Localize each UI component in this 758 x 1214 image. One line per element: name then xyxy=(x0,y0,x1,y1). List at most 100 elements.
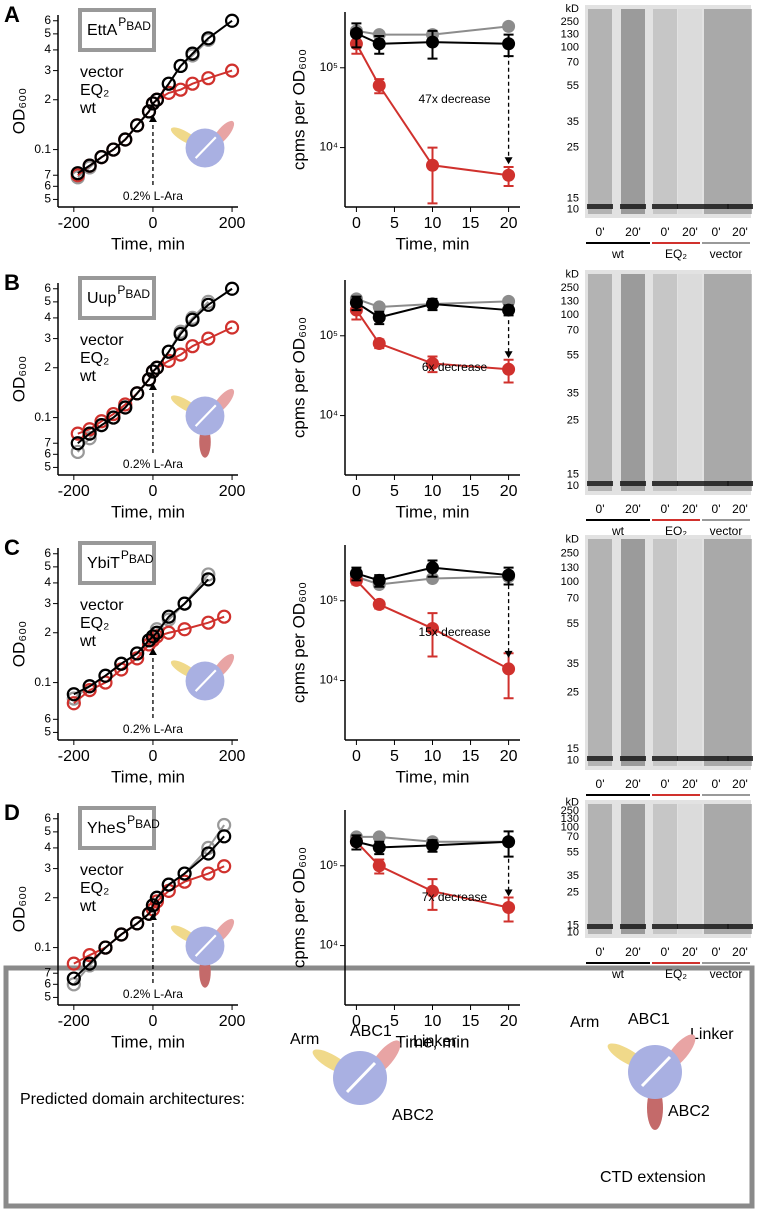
data-point xyxy=(177,866,192,881)
x-tick-label: 20 xyxy=(500,215,518,232)
x-tick-label: -200 xyxy=(58,483,90,500)
architecture-box xyxy=(3,965,755,1209)
lane-label: 0' xyxy=(596,502,605,516)
data-point xyxy=(349,26,363,40)
gel-band xyxy=(703,924,729,929)
data-point xyxy=(118,400,133,415)
series-line xyxy=(355,309,509,371)
legend-label: wt xyxy=(79,898,97,915)
data-point xyxy=(70,166,85,181)
strain-name: YbiT xyxy=(87,555,120,572)
arrow-head xyxy=(504,889,513,897)
kd-label: 130 xyxy=(561,813,579,825)
y-tick-label: 4 xyxy=(44,840,51,854)
gel-band xyxy=(677,481,703,486)
x-tick-label: 0 xyxy=(352,215,361,232)
data-point xyxy=(145,364,161,379)
data-point xyxy=(426,356,439,370)
y-tick-label: 10⁵ xyxy=(320,593,338,607)
y-tick-label: 10⁴ xyxy=(319,938,338,952)
gel-band xyxy=(727,204,753,209)
y-axis-label: cpms per OD₆₀₀ xyxy=(289,49,308,170)
y-tick-label: 7 xyxy=(44,167,51,181)
series-line xyxy=(356,25,509,36)
annotation: 7x decrease xyxy=(422,890,488,904)
gel-band xyxy=(587,481,613,486)
gel-lane xyxy=(653,804,677,934)
y-tick-label: 6 xyxy=(44,13,51,27)
data-point xyxy=(145,96,161,111)
x-tick-label: 5 xyxy=(390,215,399,232)
domain-label: Arm xyxy=(570,1014,599,1031)
x-tick-label: 5 xyxy=(390,748,399,765)
domain-label: CTD extension xyxy=(600,1169,706,1186)
domain-label: ABC1 xyxy=(350,1023,392,1040)
y-tick-label: 0.1 xyxy=(34,675,51,689)
kd-label: 250 xyxy=(561,805,579,817)
data-point xyxy=(141,104,157,119)
data-point xyxy=(201,297,216,312)
y-tick-label: 6 xyxy=(44,281,51,295)
data-point xyxy=(106,410,121,425)
kd-label: 250 xyxy=(561,282,579,294)
data-point xyxy=(177,622,192,637)
data-point xyxy=(201,615,216,630)
gel-band xyxy=(587,756,613,761)
lane-label: 0' xyxy=(661,225,670,239)
y-tick-label: 6 xyxy=(44,711,51,725)
data-point xyxy=(426,838,439,852)
legend-label: vector xyxy=(80,597,124,614)
data-point xyxy=(426,561,439,575)
lane-label: 20' xyxy=(732,945,748,959)
gel-band xyxy=(652,481,678,486)
x-tick-label: 5 xyxy=(390,483,399,500)
group-label: vector xyxy=(710,967,743,981)
kd-label: 70 xyxy=(567,325,579,337)
x-tick-label: 0 xyxy=(352,1013,361,1030)
gel-lane xyxy=(621,274,645,491)
data-point xyxy=(201,331,216,346)
lane-label: 20' xyxy=(732,777,748,791)
lane-label: 20' xyxy=(682,777,698,791)
lane-label: 20' xyxy=(625,945,641,959)
data-point xyxy=(130,386,145,401)
annotation: 0.2% L-Ara xyxy=(123,722,183,736)
gel-band xyxy=(703,481,729,486)
lane-label: 0' xyxy=(661,945,670,959)
gel-lane xyxy=(704,539,728,766)
x-tick-label: 10 xyxy=(424,215,442,232)
y-axis-label: cpms per OD₆₀₀ xyxy=(289,317,308,438)
data-point xyxy=(141,633,157,648)
lane-label: 0' xyxy=(712,225,721,239)
abc-divider xyxy=(194,669,217,692)
strain-promoter: P xyxy=(121,548,129,562)
domain-label: ABC2 xyxy=(668,1103,710,1120)
data-point xyxy=(372,300,386,314)
group-label: wt xyxy=(611,247,625,261)
kd-label: kD xyxy=(566,3,580,15)
y-tick-label: 6 xyxy=(44,178,51,192)
y-tick-label: 10⁵ xyxy=(320,328,338,342)
y-axis-label: OD₆₀₀ xyxy=(9,621,28,667)
abc-divider xyxy=(345,1061,377,1094)
kd-label: 35 xyxy=(567,658,579,670)
y-axis-label: OD₆₀₀ xyxy=(9,886,28,932)
series-line xyxy=(356,566,509,582)
y-tick-label: 5 xyxy=(44,990,51,1004)
data-point xyxy=(185,339,200,354)
abc-divider xyxy=(194,136,217,159)
kd-label: 25 xyxy=(567,686,579,698)
data-point xyxy=(224,13,240,28)
x-axis-label: Time, min xyxy=(111,767,185,786)
y-tick-label: 7 xyxy=(44,435,51,449)
kd-label: 35 xyxy=(567,388,579,400)
x-axis-label: Time, min xyxy=(396,1032,470,1051)
gel-lane xyxy=(653,274,677,491)
y-tick-label: 10⁵ xyxy=(320,60,338,74)
y-tick-label: 5 xyxy=(44,294,51,308)
data-point xyxy=(372,840,386,854)
kd-label: 100 xyxy=(561,822,579,834)
strain-promoter-sub: BAD xyxy=(125,287,150,301)
kd-label: 130 xyxy=(561,295,579,307)
